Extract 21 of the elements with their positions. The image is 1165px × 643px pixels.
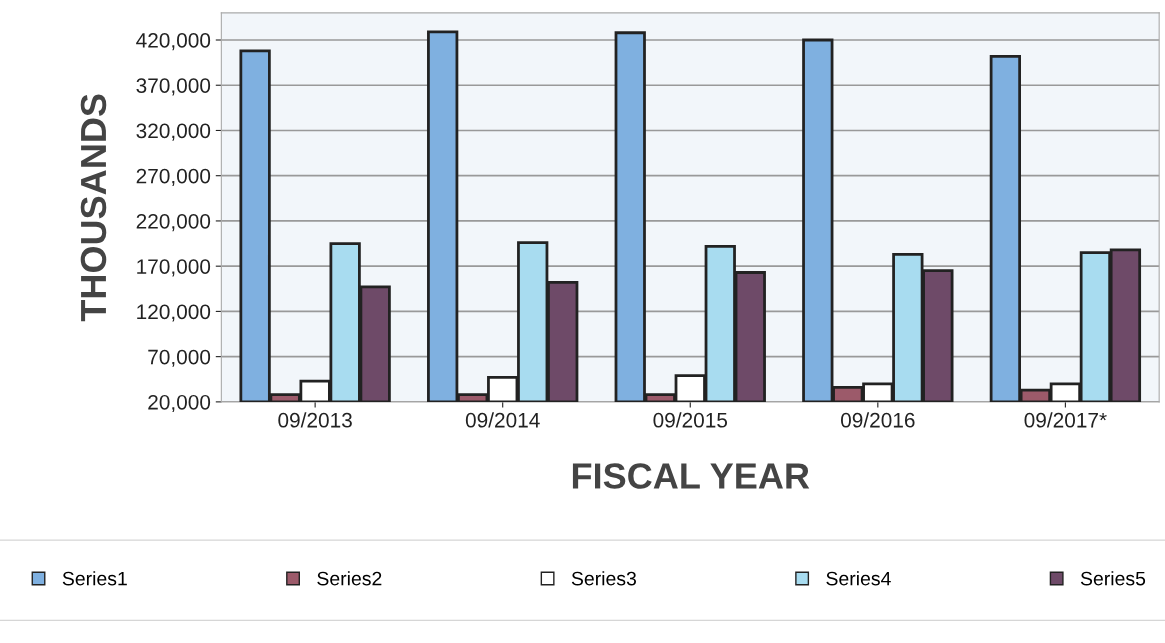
legend-label: Series4 [826, 571, 891, 586]
y-tick-label: 70,000 [148, 349, 211, 367]
y-tick-label: 20,000 [148, 394, 211, 413]
x-tick-label: 09/2013 [278, 412, 352, 428]
y-tick-label: 220,000 [136, 213, 211, 232]
y-axis-title: THOUSANDS [80, 94, 107, 322]
legend-label: Series1 [62, 571, 127, 586]
y-tick-label: 120,000 [137, 304, 211, 322]
legend-label: Series2 [317, 571, 382, 586]
x-tick-label: 09/2017* [1024, 412, 1107, 428]
x-tick-label: 09/2015 [653, 412, 728, 428]
x-tick-label: 09/2016 [840, 412, 915, 428]
x-tick-label: 09/2014 [465, 412, 540, 428]
y-tick-label: 420,000 [136, 33, 211, 51]
y-tick-label: 170,000 [137, 259, 211, 277]
y-tick-label: 320,000 [136, 123, 211, 141]
x-axis-title: FISCAL YEAR [572, 463, 810, 489]
y-tick-label: 270,000 [136, 168, 211, 186]
legend-label: Series5 [1080, 571, 1146, 586]
y-tick-label: 370,000 [136, 78, 211, 96]
legend-label: Series3 [571, 571, 636, 586]
